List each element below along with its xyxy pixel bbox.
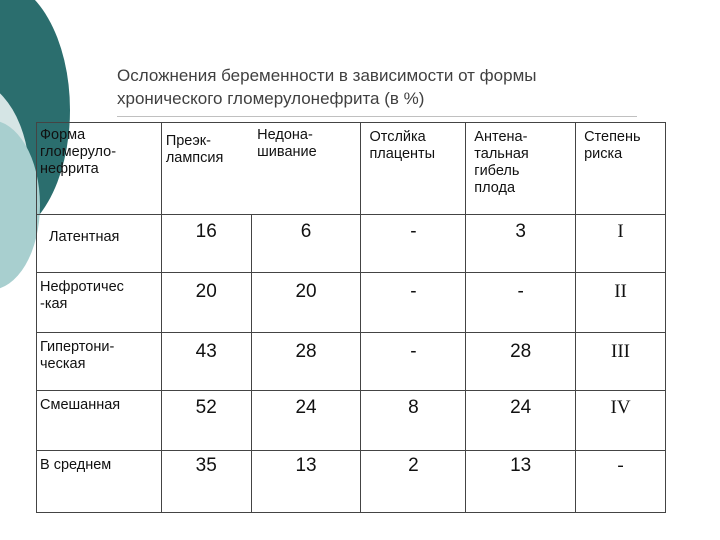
- cell-abruption: 8: [360, 390, 467, 451]
- header-cell-risk: Степень риска: [575, 122, 666, 215]
- cell-preterm: 13: [250, 450, 362, 513]
- header-form-label: Форма гломеруло- нефрита: [40, 127, 117, 177]
- complications-table: Форма гломеруло- нефрита Преэк- лампсия …: [36, 122, 666, 513]
- cell-preterm: 28: [250, 332, 362, 391]
- header-cell-abruption: Отслйка плаценты: [360, 122, 467, 215]
- row-label: Нефротичес -кая: [36, 272, 162, 333]
- header-preeclampsia-label: Преэк- лампсия: [165, 133, 224, 166]
- table-row: В среднем 35 13 2 13 -: [36, 450, 666, 513]
- cell-abruption: -: [360, 214, 467, 273]
- row-label: Гипертони- ческая: [36, 332, 162, 391]
- cell-antenatal: 24: [465, 390, 577, 451]
- cell-antenatal: 3: [465, 214, 577, 273]
- cell-preterm: 6: [250, 214, 362, 273]
- header-antenatal-label: Антена- тальная гибель плода: [474, 129, 529, 196]
- table-row: Латентная 16 6 - 3 I: [36, 214, 666, 273]
- table-row: Нефротичес -кая 20 20 - - II: [36, 272, 666, 333]
- slide-title: Осложнения беременности в зависимости от…: [117, 64, 637, 110]
- header-cell-preterm: Недона- шивание: [251, 122, 362, 215]
- cell-abruption: -: [360, 332, 467, 391]
- row-label: В среднем: [36, 450, 162, 513]
- cell-antenatal: -: [465, 272, 577, 333]
- header-risk-label: Степень риска: [584, 129, 641, 162]
- cell-preterm: 24: [250, 390, 362, 451]
- cell-preeclampsia: 35: [160, 450, 252, 513]
- header-cell-form: Форма гломеруло- нефрита: [36, 122, 162, 215]
- cell-preeclampsia: 16: [160, 214, 252, 273]
- header-cell-preeclampsia: Преэк- лампсия: [160, 122, 252, 215]
- title-divider: [117, 116, 637, 117]
- cell-antenatal: 13: [465, 450, 577, 513]
- table-header-row: Форма гломеруло- нефрита Преэк- лампсия …: [36, 122, 666, 215]
- row-label: Смешанная: [36, 390, 162, 451]
- cell-preeclampsia: 43: [160, 332, 252, 391]
- row-label: Латентная: [36, 214, 162, 273]
- cell-preeclampsia: 52: [160, 390, 252, 451]
- header-abruption-label: Отслйка плаценты: [369, 129, 436, 162]
- cell-abruption: -: [360, 272, 467, 333]
- cell-preeclampsia: 20: [160, 272, 252, 333]
- header-cell-antenatal: Антена- тальная гибель плода: [465, 122, 577, 215]
- cell-risk: III: [575, 332, 666, 391]
- cell-risk: IV: [575, 390, 666, 451]
- decorative-circles: [0, 0, 100, 320]
- cell-antenatal: 28: [465, 332, 577, 391]
- cell-preterm: 20: [250, 272, 362, 333]
- table-row: Гипертони- ческая 43 28 - 28 III: [36, 332, 666, 391]
- table-row: Смешанная 52 24 8 24 IV: [36, 390, 666, 451]
- slide-title-line-2: хронического гломерулонефрита (в %): [117, 89, 425, 108]
- cell-abruption: 2: [360, 450, 467, 513]
- slide-title-line-1: Осложнения беременности в зависимости от…: [117, 66, 537, 85]
- cell-risk: I: [575, 214, 666, 273]
- cell-risk: -: [575, 450, 666, 513]
- cell-risk: II: [575, 272, 666, 333]
- header-preterm-label: Недона- шивание: [257, 127, 317, 160]
